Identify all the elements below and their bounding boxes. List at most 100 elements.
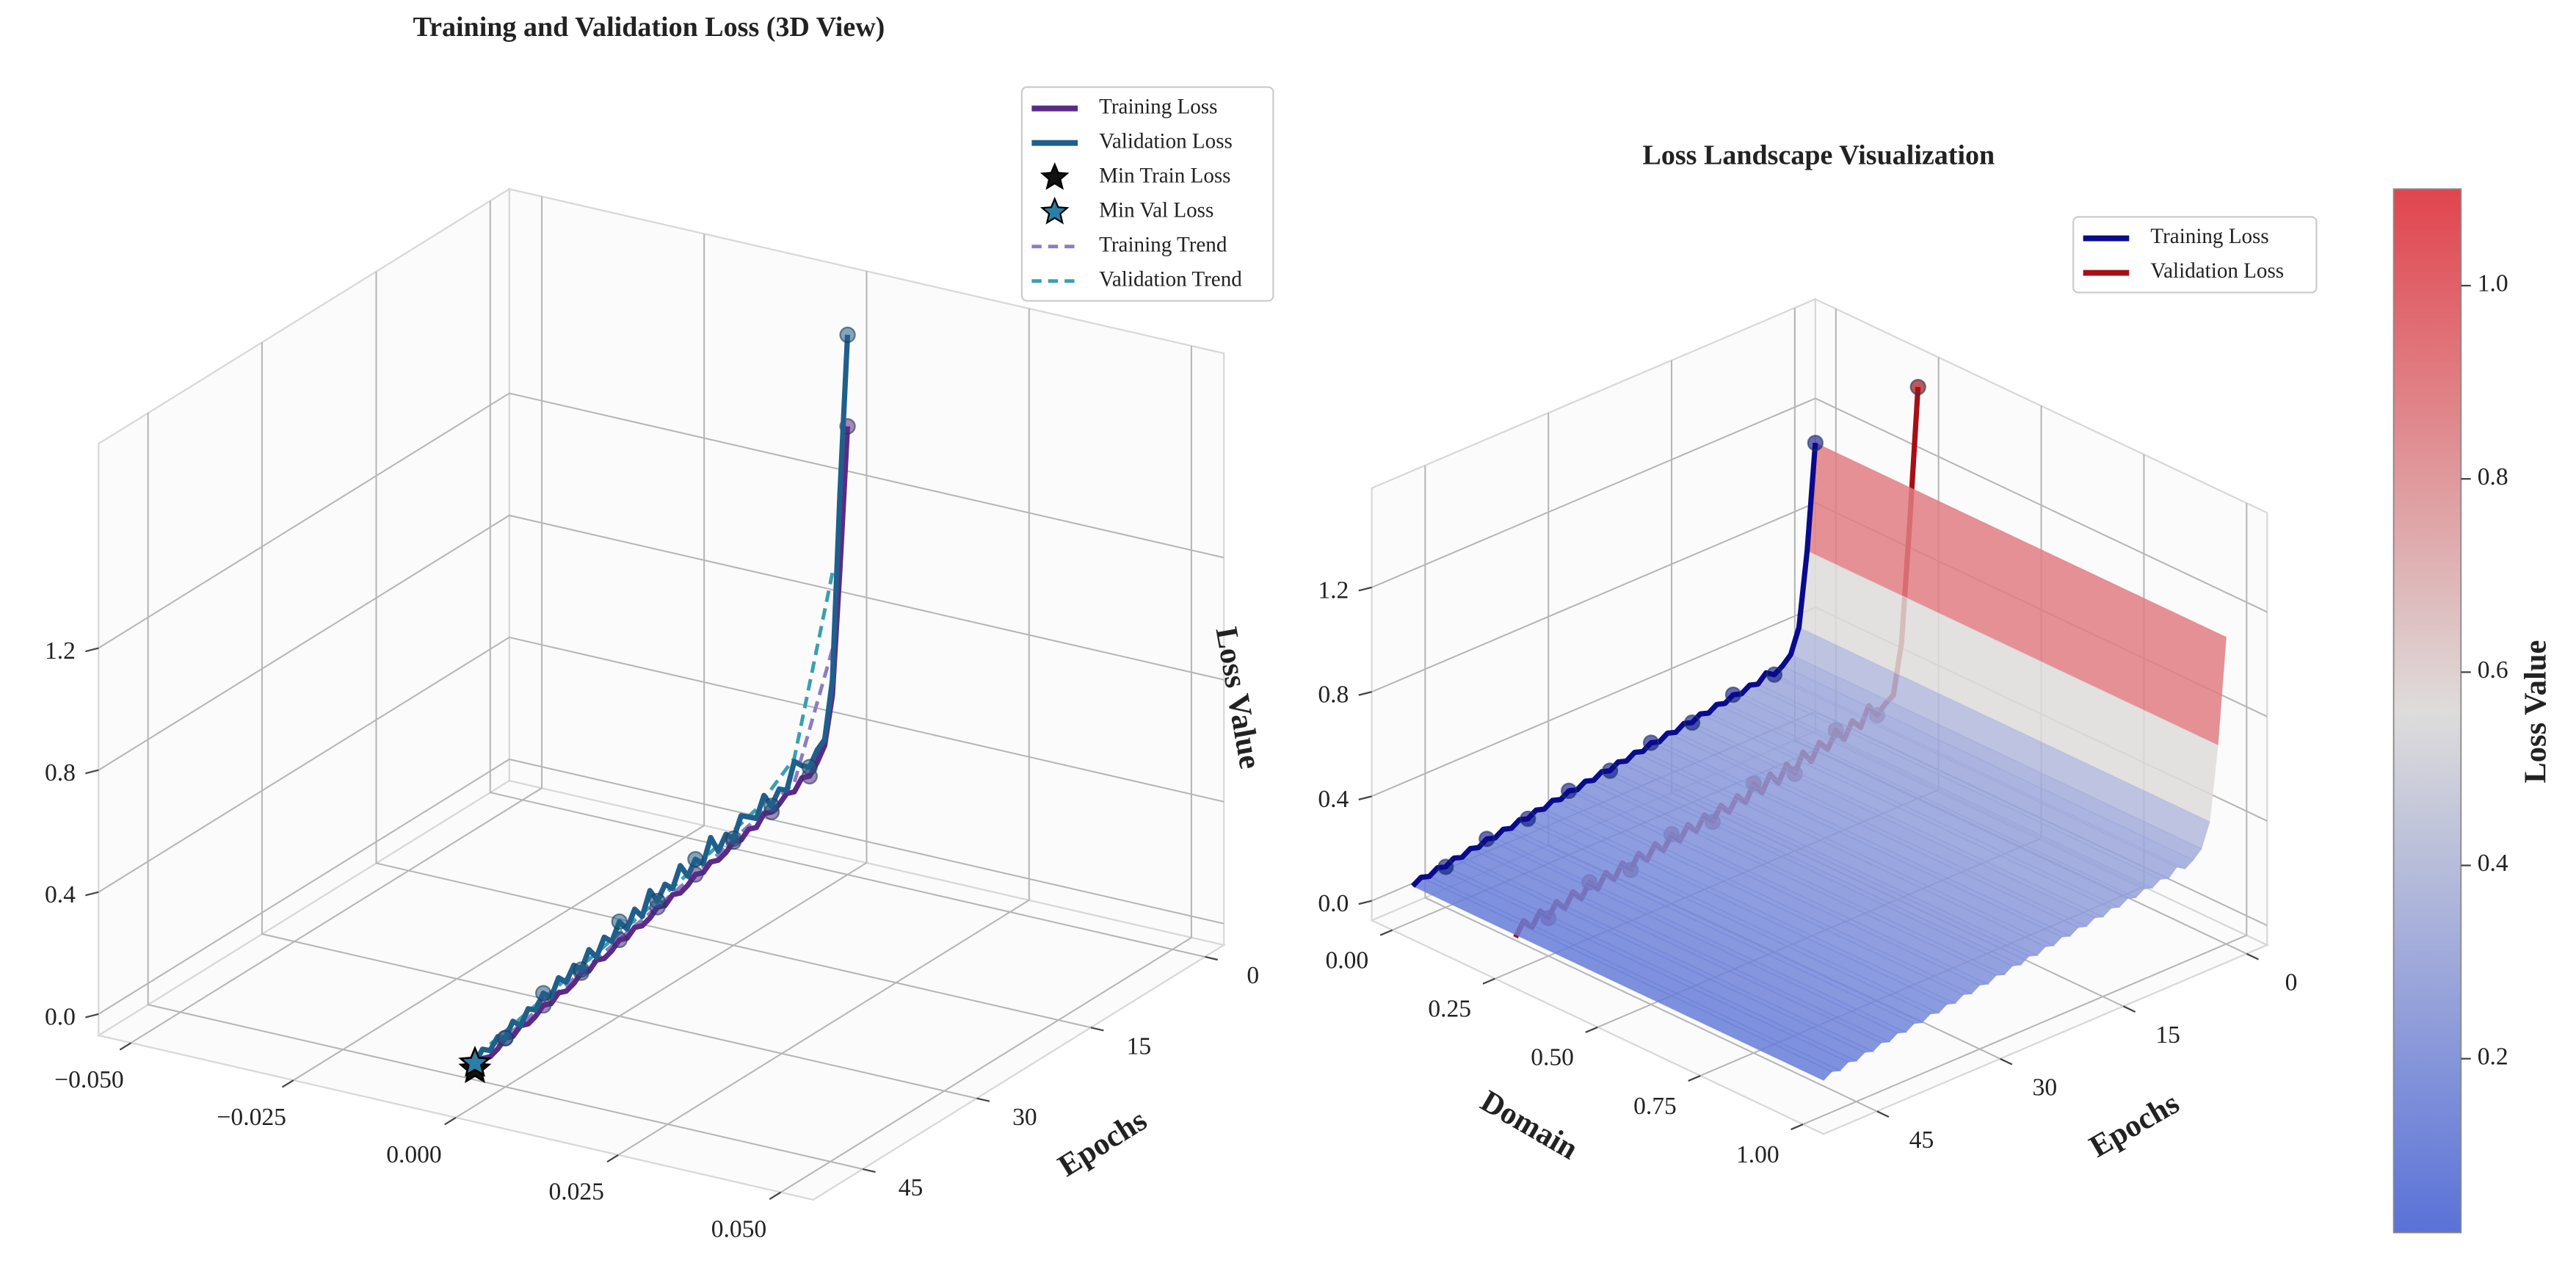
tick-mark xyxy=(1358,900,1372,905)
z-tick-label: 0.4 xyxy=(1318,786,1349,813)
tick-mark xyxy=(1482,977,1495,985)
legend-label: Training Loss xyxy=(2150,225,2268,248)
tick-mark xyxy=(85,647,99,653)
data-point xyxy=(611,913,628,930)
colorbar-tick-label: 0.4 xyxy=(2478,850,2508,877)
x-tick-label: −0.025 xyxy=(217,1104,286,1131)
tick-mark xyxy=(85,769,99,775)
tick-mark xyxy=(1358,795,1372,800)
z-tick-label: 1.2 xyxy=(45,637,76,665)
grid-line xyxy=(1371,397,2268,613)
y-tick-label: 0 xyxy=(1247,962,1259,989)
z-tick-label: 0.8 xyxy=(45,759,76,786)
grid-line xyxy=(98,636,1224,893)
legend-box xyxy=(2072,216,2318,294)
tick-mark xyxy=(85,1013,99,1019)
legend-label: Validation Loss xyxy=(1099,129,1233,153)
data-point xyxy=(687,850,704,868)
z-tick-label: 0.8 xyxy=(1318,681,1349,709)
legend-box xyxy=(1020,86,1274,302)
legend-symbol xyxy=(1040,162,1070,190)
grid-line xyxy=(261,342,977,1099)
data-point xyxy=(1479,831,1495,847)
data-point xyxy=(1766,666,1783,683)
colorbar-label: Loss Value xyxy=(2518,640,2553,784)
y-tick-label: 15 xyxy=(1127,1033,1152,1060)
colorbar xyxy=(2392,188,2462,1234)
grid-line xyxy=(147,413,863,1170)
legend-label: Validation Loss xyxy=(2150,259,2284,283)
x-tick-label: 0.00 xyxy=(1325,947,1368,974)
data-point xyxy=(1601,762,1619,779)
tick-mark xyxy=(606,1154,619,1163)
grid-line xyxy=(455,271,868,1118)
tick-mark xyxy=(1790,1124,1804,1131)
x-tick-label: 0.050 xyxy=(711,1216,766,1243)
grid-line xyxy=(375,271,1092,1029)
z-tick-label: 0.0 xyxy=(1318,890,1349,917)
x-tick-label: 0.50 xyxy=(1531,1044,1574,1071)
y-tick-label: 0 xyxy=(2285,969,2298,996)
grid-line xyxy=(1424,465,1878,1113)
data-point xyxy=(534,985,552,1002)
data-point xyxy=(497,1030,514,1046)
data-point xyxy=(1520,810,1536,828)
x-tick-label: 1.00 xyxy=(1736,1141,1779,1168)
legend-symbol xyxy=(1040,196,1070,225)
data-line xyxy=(472,334,851,1065)
tick-mark xyxy=(2246,952,2259,961)
data-point xyxy=(1909,378,1926,396)
data-point xyxy=(1560,782,1578,800)
data-point xyxy=(763,797,780,814)
y-tick-label: 30 xyxy=(2033,1074,2058,1101)
z-tick-label: 1.2 xyxy=(1318,576,1349,604)
grid-line xyxy=(489,200,1205,958)
chart-title: Loss Landscape Visualization xyxy=(1642,140,1995,171)
tick-mark xyxy=(1688,1074,1701,1082)
data-point xyxy=(649,892,666,910)
grid-line xyxy=(131,196,543,1043)
colorbar-tick-label: 0.6 xyxy=(2478,656,2508,684)
tick-mark xyxy=(769,1191,782,1201)
tick-mark xyxy=(1379,929,1393,936)
tick-mark xyxy=(1090,1027,1104,1032)
grid-line xyxy=(617,308,1030,1156)
tick-mark xyxy=(1358,586,1372,592)
grid-line xyxy=(780,346,1192,1193)
tick-mark xyxy=(1358,691,1372,696)
data-point xyxy=(725,830,742,847)
tick-mark xyxy=(1585,1026,1598,1033)
x-tick-label: 0.25 xyxy=(1428,996,1471,1023)
colorbar-tick-label: 0.2 xyxy=(2478,1043,2508,1070)
y-tick-label: 15 xyxy=(2155,1021,2180,1049)
legend-label: Min Train Loss xyxy=(1099,164,1230,187)
legend-label: Training Trend xyxy=(1099,233,1227,256)
chart-title: Training and Validation Loss (3D View) xyxy=(413,12,885,43)
tick-mark xyxy=(2122,1005,2136,1013)
tick-mark xyxy=(281,1079,294,1088)
grid-line xyxy=(293,234,705,1081)
data-point xyxy=(1724,686,1742,703)
data-point xyxy=(1683,714,1701,731)
tick-mark xyxy=(1876,1110,1890,1118)
axis-label: Epochs xyxy=(1052,1103,1153,1184)
axis-label: Domain xyxy=(1475,1084,1583,1167)
data-point xyxy=(1642,734,1660,751)
grid-line xyxy=(98,392,1224,649)
legend-label: Validation Trend xyxy=(1099,267,1242,291)
data-point xyxy=(801,759,818,775)
tick-mark xyxy=(2000,1057,2013,1066)
y-tick-label: 45 xyxy=(899,1174,924,1201)
data-point xyxy=(573,961,590,978)
grid-line xyxy=(98,514,1224,771)
tick-mark xyxy=(119,1042,132,1051)
legend-label: Training Loss xyxy=(1099,95,1217,118)
tick-mark xyxy=(976,1097,990,1102)
grid-line xyxy=(1802,503,2248,1126)
colorbar-tick-label: 1.0 xyxy=(2478,270,2508,297)
tick-mark xyxy=(862,1168,876,1173)
tick-mark xyxy=(1205,955,1219,961)
x-tick-label: 0.025 xyxy=(548,1179,603,1206)
legend-label: Min Val Loss xyxy=(1099,198,1213,222)
